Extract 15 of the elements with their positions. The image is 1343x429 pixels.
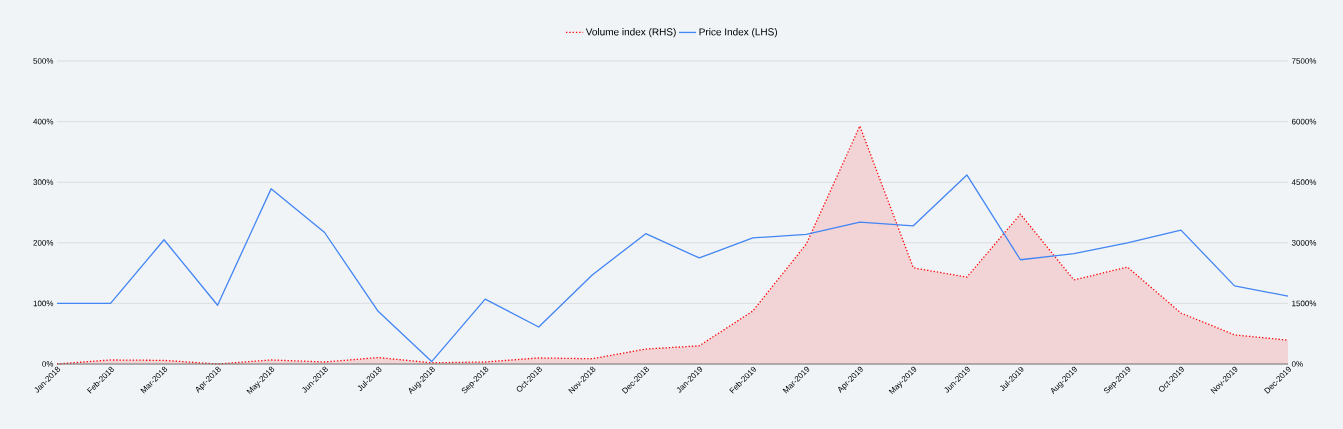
y-tick-label: 500% xyxy=(33,58,54,64)
y-tick-label: 200% xyxy=(33,239,54,246)
y2-tick-label: 1500% xyxy=(1292,300,1317,307)
y-tick-label: 100% xyxy=(33,300,54,307)
y-tick-label: 300% xyxy=(33,179,54,186)
y-tick-label: 0% xyxy=(42,361,54,367)
legend-label: Price Index (LHS) xyxy=(699,28,777,38)
line-series xyxy=(56,174,1289,363)
legend-label: Volume index (RHS) xyxy=(585,28,676,38)
y-tick-label: 400% xyxy=(33,118,54,125)
y2-tick-label: 0% xyxy=(1291,361,1303,367)
y2-tick-label: 3000% xyxy=(1291,239,1317,246)
y2-tick-label: 7500% xyxy=(1291,58,1317,64)
y2-tick-label: 4500% xyxy=(1291,179,1317,186)
y2-tick-label: 6000% xyxy=(1291,118,1317,125)
